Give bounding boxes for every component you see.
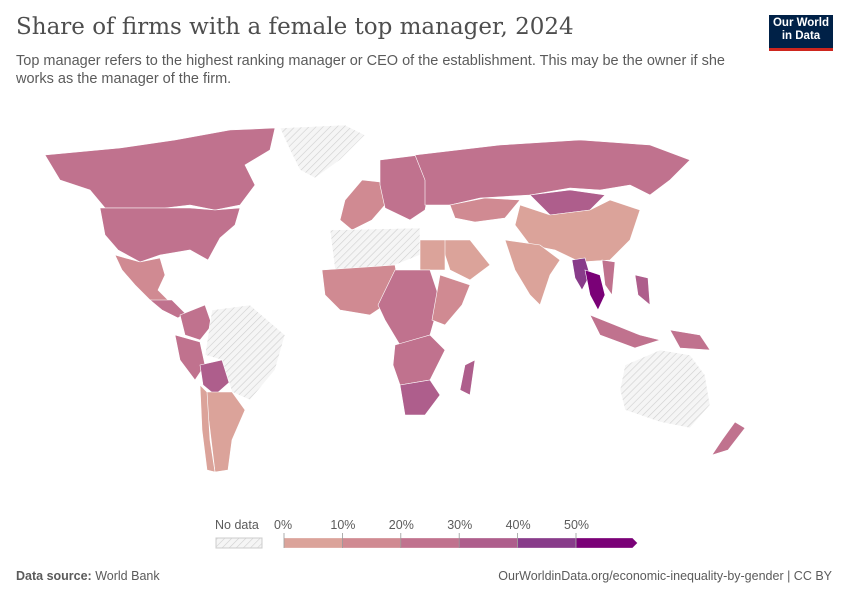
legend: No data 0% 10% 20% 30% 40% 50% [0,515,850,555]
region-bolivia[interactable] [199,359,233,396]
region-australia[interactable] [619,349,711,429]
legend-bin-4[interactable] [517,537,577,549]
region-new-zealand[interactable] [711,421,746,456]
legend-bin-0[interactable] [283,537,343,549]
region-papua-new-guinea[interactable] [669,329,711,351]
region-egypt[interactable] [419,239,446,271]
region-philippines[interactable] [634,274,651,306]
region-russia[interactable] [414,139,691,206]
region-central-america[interactable] [149,299,186,319]
region-thailand[interactable] [584,269,606,311]
world-map [44,124,746,473]
region-western-europe[interactable] [339,179,386,231]
region-india[interactable] [504,239,561,306]
data-source: Data source: World Bank [16,569,160,583]
legend-no-data-swatch [215,537,263,549]
region-myanmar[interactable] [571,257,591,291]
legend-label-3: 30% [447,518,473,532]
legend-label-4: 40% [505,518,531,532]
region-colombia[interactable] [179,304,213,341]
region-kazakhstan[interactable] [449,197,521,223]
owid-logo[interactable]: Our World in Data [769,15,833,51]
region-peru[interactable] [174,334,206,381]
data-source-label: Data source: [16,569,92,583]
legend-label-0: 0% [274,518,293,532]
legend-bin-1[interactable] [342,537,401,549]
region-chile[interactable] [199,384,216,473]
region-canada[interactable] [44,127,276,211]
region-mexico[interactable] [114,254,171,303]
region-madagascar[interactable] [459,359,476,396]
legend-label-2: 20% [388,518,414,532]
legend-no-data-label: No data [215,518,259,532]
chart-subtitle: Top manager refers to the highest rankin… [16,53,725,87]
region-china[interactable] [514,199,641,263]
region-east-africa[interactable] [431,274,471,326]
region-north-africa[interactable] [329,227,421,271]
legend-bin-2[interactable] [400,537,460,549]
region-vietnam[interactable] [601,259,616,296]
legend-bar [215,533,638,549]
region-mongolia[interactable] [529,189,606,216]
chart-title: Share of firms with a female top manager… [16,14,574,40]
region-greenland[interactable] [279,124,366,179]
data-source-value: World Bank [95,569,160,583]
region-south-africa[interactable] [399,379,441,416]
region-argentina[interactable] [204,391,246,473]
legend-label-5: 50% [564,518,590,532]
region-brazil[interactable] [204,304,286,401]
source-url[interactable]: OurWorldinData.org/economic-inequality-b… [498,569,832,583]
region-indonesia[interactable] [589,314,662,349]
legend-bin-5[interactable] [575,537,638,549]
legend-bin-3[interactable] [459,537,518,549]
legend-label-1: 10% [330,518,356,532]
region-united-states[interactable] [99,207,241,263]
region-saudi-arabia[interactable] [439,239,491,281]
